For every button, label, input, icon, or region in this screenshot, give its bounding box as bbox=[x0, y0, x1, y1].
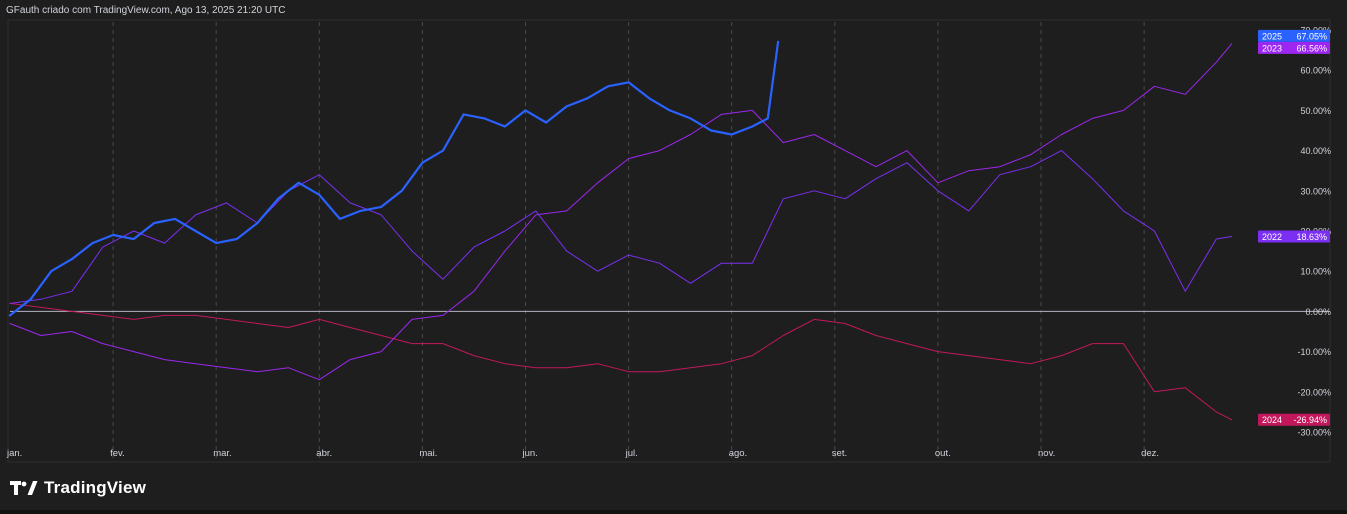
series-line-2025 bbox=[8, 40, 780, 317]
x-tick-label: jul. bbox=[625, 448, 638, 459]
last-label-year-2022: 2022 bbox=[1262, 232, 1282, 242]
series-line-2023 bbox=[9, 43, 1233, 381]
x-tick-label: jan. bbox=[6, 448, 22, 459]
last-label-box-2025 bbox=[1258, 29, 1330, 42]
last-label-year-2024: 2024 bbox=[1262, 415, 1282, 425]
x-tick-label: mar. bbox=[213, 448, 231, 459]
y-tick-label: -10.00% bbox=[1297, 347, 1331, 357]
x-tick-label: abr. bbox=[316, 448, 332, 459]
y-tick-label: 30.00% bbox=[1300, 186, 1331, 196]
last-label-value-2025: 67.05% bbox=[1296, 31, 1327, 41]
y-tick-label: -30.00% bbox=[1297, 428, 1331, 438]
x-tick-label: out. bbox=[935, 448, 951, 459]
plot-border bbox=[7, 19, 1331, 463]
last-label-year-2023: 2023 bbox=[1262, 43, 1282, 53]
y-tick-label: 60.00% bbox=[1300, 66, 1331, 76]
last-label-box-2024 bbox=[1258, 413, 1330, 426]
brand[interactable]: TradingView bbox=[10, 478, 146, 498]
series-line-2022 bbox=[9, 150, 1233, 304]
last-label-box-2023 bbox=[1258, 41, 1330, 54]
x-tick-label: fev. bbox=[110, 448, 125, 459]
last-label-box-2022 bbox=[1258, 230, 1330, 243]
x-tick-label: set. bbox=[832, 448, 847, 459]
series-line-2024 bbox=[9, 302, 1233, 421]
x-tick-label: nov. bbox=[1038, 448, 1055, 459]
x-tick-label: ago. bbox=[729, 448, 748, 459]
series-last-value-labels: 2025 67.05% 2023 66.56% 2022 18.63% 2024 -26.94… bbox=[1258, 29, 1330, 426]
last-label-value-2023: 66.56% bbox=[1296, 43, 1327, 53]
x-tick-label: mai. bbox=[419, 448, 437, 459]
brand-name: TradingView bbox=[44, 478, 147, 497]
y-tick-label: 10.00% bbox=[1300, 267, 1331, 277]
x-tick-label: dez. bbox=[1141, 448, 1159, 459]
vertical-grid bbox=[112, 22, 1145, 460]
y-tick-label: 0.00% bbox=[1305, 307, 1331, 317]
y-tick-label: 40.00% bbox=[1300, 146, 1331, 156]
chart-caption: GFauth criado com TradingView.com, Ago 1… bbox=[6, 5, 286, 16]
y-tick-label: -20.00% bbox=[1297, 387, 1331, 397]
x-axis: jan. fev. mar. abr. mai. jun. jul. ago. set. out.… bbox=[6, 448, 1159, 459]
series-lines bbox=[8, 40, 1233, 421]
last-label-year-2025: 2025 bbox=[1262, 31, 1282, 41]
last-label-value-2022: 18.63% bbox=[1296, 232, 1327, 242]
tradingview-logo-icon bbox=[10, 481, 38, 495]
last-label-value-2024: -26.94% bbox=[1293, 415, 1327, 425]
frame-bottom-edge bbox=[0, 510, 1347, 514]
y-tick-label: 50.00% bbox=[1300, 106, 1331, 116]
x-tick-label: jun. bbox=[522, 448, 538, 459]
